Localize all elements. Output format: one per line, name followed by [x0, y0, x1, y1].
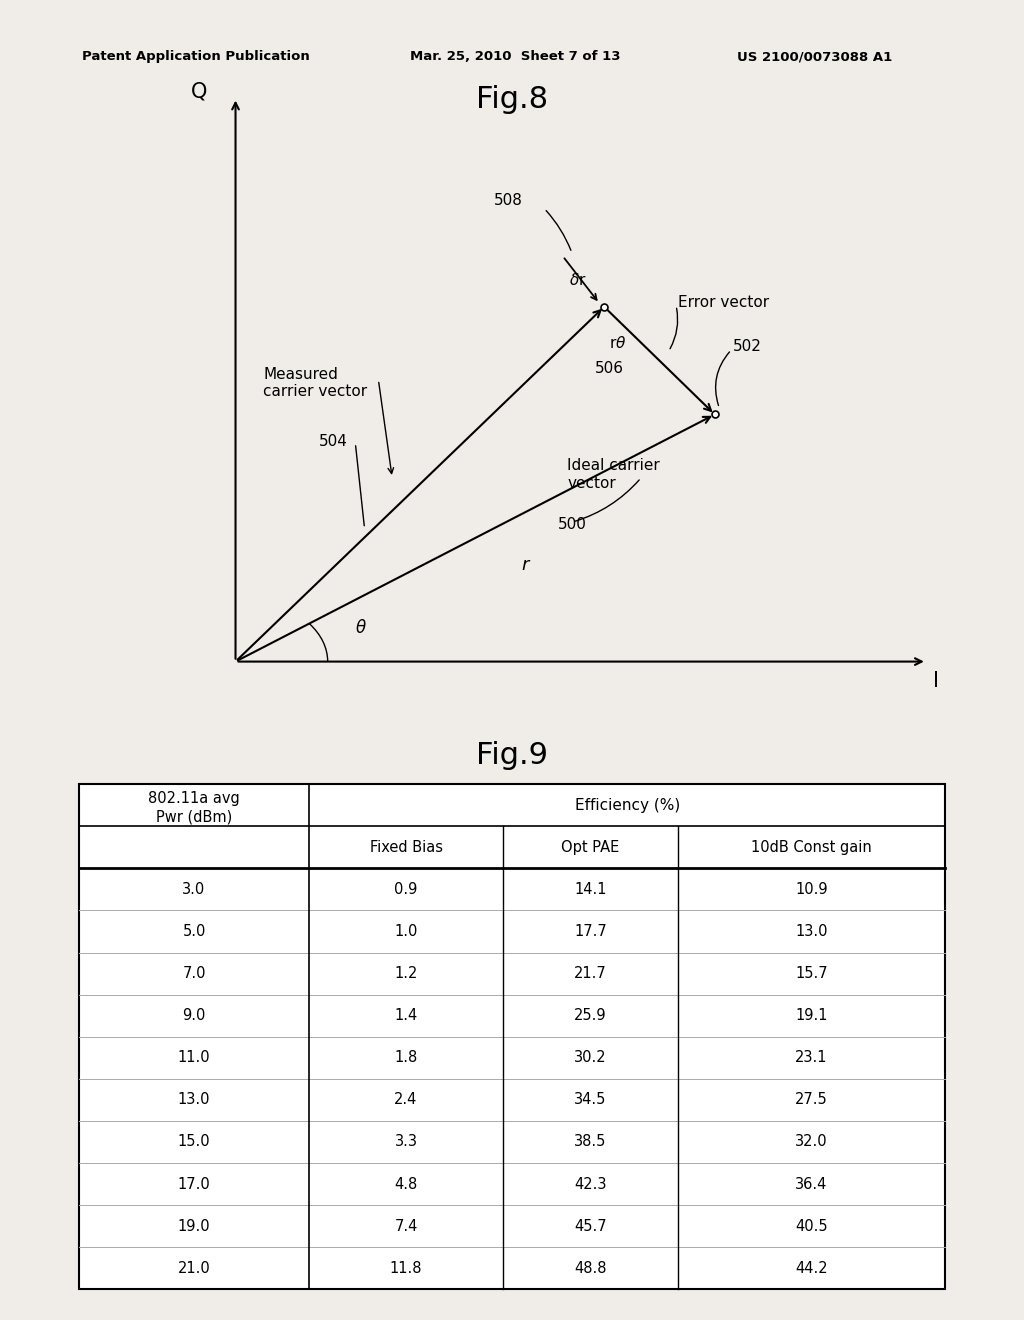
Text: 40.5: 40.5	[796, 1218, 827, 1234]
Text: 15.7: 15.7	[796, 966, 827, 981]
Text: 21.0: 21.0	[178, 1261, 210, 1276]
Text: 10.9: 10.9	[796, 882, 827, 896]
Text: 11.8: 11.8	[390, 1261, 422, 1276]
Text: 48.8: 48.8	[574, 1261, 606, 1276]
Text: 21.7: 21.7	[574, 966, 606, 981]
Text: 802.11a avg: 802.11a avg	[148, 791, 240, 805]
Text: 15.0: 15.0	[178, 1134, 210, 1150]
Text: 34.5: 34.5	[574, 1093, 606, 1107]
Text: US 2100/0073088 A1: US 2100/0073088 A1	[737, 50, 893, 63]
Point	[596, 296, 612, 317]
Text: Fig.9: Fig.9	[476, 741, 548, 770]
Text: $\delta$r: $\delta$r	[569, 272, 587, 288]
Text: 13.0: 13.0	[796, 924, 827, 939]
Text: I: I	[933, 671, 939, 690]
Text: 10dB Const gain: 10dB Const gain	[752, 840, 871, 855]
Point	[707, 404, 723, 425]
Text: 4.8: 4.8	[394, 1176, 418, 1192]
Text: 2.4: 2.4	[394, 1093, 418, 1107]
Text: 30.2: 30.2	[574, 1051, 606, 1065]
Text: 502: 502	[733, 339, 762, 354]
Text: 44.2: 44.2	[796, 1261, 827, 1276]
Text: r$\theta$: r$\theta$	[609, 335, 626, 351]
Text: 14.1: 14.1	[574, 882, 606, 896]
Text: r: r	[521, 556, 528, 574]
Text: 19.1: 19.1	[796, 1008, 827, 1023]
Bar	[79, 784, 945, 1290]
Text: 38.5: 38.5	[574, 1134, 606, 1150]
Text: 7.4: 7.4	[394, 1218, 418, 1234]
Text: 5.0: 5.0	[182, 924, 206, 939]
Text: 1.0: 1.0	[394, 924, 418, 939]
Text: Fixed Bias: Fixed Bias	[370, 840, 442, 855]
Text: 25.9: 25.9	[574, 1008, 606, 1023]
Text: 45.7: 45.7	[574, 1218, 606, 1234]
Text: 11.0: 11.0	[178, 1051, 210, 1065]
Text: 504: 504	[318, 434, 347, 449]
Text: 500: 500	[558, 516, 587, 532]
Text: 1.8: 1.8	[394, 1051, 418, 1065]
Text: 19.0: 19.0	[178, 1218, 210, 1234]
Text: 0.9: 0.9	[394, 882, 418, 896]
Text: 3.3: 3.3	[394, 1134, 418, 1150]
Text: Measured
carrier vector: Measured carrier vector	[263, 367, 368, 399]
Text: Q: Q	[190, 82, 207, 102]
Text: 17.7: 17.7	[574, 924, 606, 939]
Text: 7.0: 7.0	[182, 966, 206, 981]
Text: Efficiency (%): Efficiency (%)	[574, 797, 680, 813]
Text: 17.0: 17.0	[178, 1176, 210, 1192]
Text: Opt PAE: Opt PAE	[561, 840, 620, 855]
Text: 508: 508	[494, 194, 522, 209]
Text: Mar. 25, 2010  Sheet 7 of 13: Mar. 25, 2010 Sheet 7 of 13	[410, 50, 621, 63]
Text: Fig.8: Fig.8	[476, 84, 548, 114]
Text: 506: 506	[595, 362, 624, 376]
Text: 42.3: 42.3	[574, 1176, 606, 1192]
Text: 23.1: 23.1	[796, 1051, 827, 1065]
Text: 1.4: 1.4	[394, 1008, 418, 1023]
Text: Ideal carrier
vector: Ideal carrier vector	[567, 458, 660, 491]
Text: 9.0: 9.0	[182, 1008, 206, 1023]
Text: 36.4: 36.4	[796, 1176, 827, 1192]
Text: Patent Application Publication: Patent Application Publication	[82, 50, 309, 63]
Text: 3.0: 3.0	[182, 882, 206, 896]
Text: $\theta$: $\theta$	[355, 619, 368, 638]
Text: 1.2: 1.2	[394, 966, 418, 981]
Text: Pwr (dBm): Pwr (dBm)	[156, 809, 232, 824]
Text: 32.0: 32.0	[796, 1134, 827, 1150]
Text: 27.5: 27.5	[796, 1093, 827, 1107]
Text: 13.0: 13.0	[178, 1093, 210, 1107]
Text: Error vector: Error vector	[678, 294, 769, 310]
